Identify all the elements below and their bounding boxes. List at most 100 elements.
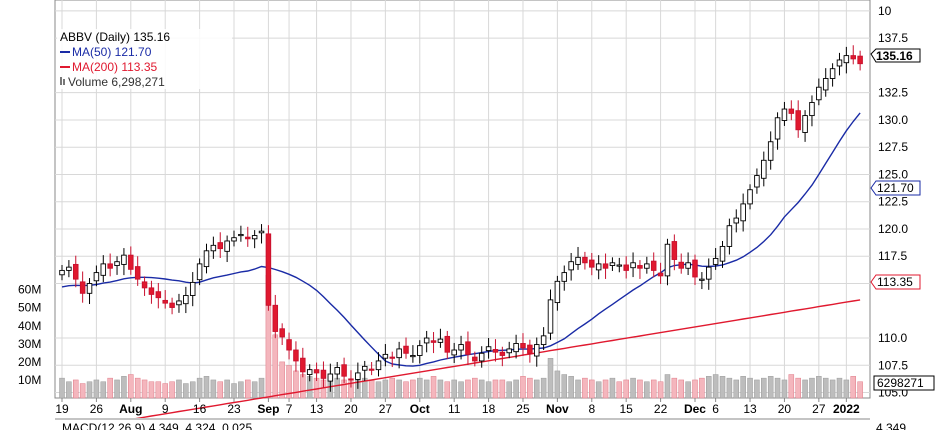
candle	[265, 225, 272, 311]
legend-price: ABBV (Daily) 135.16	[60, 30, 170, 44]
date-tick-label: 22	[654, 402, 668, 416]
volume-bar	[595, 381, 602, 399]
candle	[657, 262, 664, 284]
volume-bar	[664, 374, 671, 399]
price-tick-label: 127.5	[878, 140, 908, 154]
price-tick-label: 110.0	[878, 331, 907, 345]
date-tick-label: 8	[588, 402, 595, 416]
candle-body	[238, 233, 244, 237]
volume-bar	[533, 379, 540, 399]
volume-bar	[300, 374, 306, 399]
candle-body	[478, 352, 485, 362]
candle	[279, 323, 285, 346]
candle	[410, 345, 416, 363]
volume-bar	[836, 377, 843, 399]
volume-bar	[829, 379, 836, 399]
volume-bar	[465, 379, 471, 399]
volume-bar	[650, 379, 657, 399]
candle-body	[644, 263, 650, 269]
candle	[527, 339, 533, 363]
price-tick-label: 137.5	[878, 31, 908, 45]
candle-body	[245, 236, 251, 240]
candle	[671, 234, 678, 271]
candle-body	[520, 343, 526, 349]
candle	[396, 341, 402, 369]
price-tick-label: 120.0	[878, 222, 908, 236]
date-tick-label: Dec	[684, 402, 706, 416]
date-tick-label: 13	[310, 402, 324, 416]
candle	[650, 252, 657, 278]
volume-bar	[203, 376, 210, 399]
volume-bar	[644, 381, 650, 399]
candle-body	[589, 259, 595, 268]
volume-bar	[368, 379, 375, 399]
volume-bar	[485, 381, 492, 399]
candle-body	[582, 256, 588, 264]
date-tick-label: 20	[778, 402, 792, 416]
candle	[540, 327, 547, 351]
candle-body	[451, 349, 457, 356]
date-tick-label: 25	[516, 402, 530, 416]
volume-bar	[134, 377, 141, 399]
candle-body	[458, 344, 464, 351]
volume-bar	[589, 379, 595, 399]
volume-bar	[616, 381, 623, 399]
candle	[423, 330, 430, 353]
candle-body	[107, 263, 113, 269]
candle-body	[513, 343, 519, 353]
volume-bar	[396, 379, 402, 399]
candle	[169, 297, 175, 315]
candle	[788, 100, 795, 121]
date-tick-label: 6	[712, 402, 719, 416]
candle-body	[141, 281, 148, 289]
volume-bar	[224, 379, 230, 399]
candle-body	[437, 338, 444, 343]
candle	[644, 256, 650, 274]
candle-body	[217, 242, 223, 250]
volume-bar	[492, 379, 499, 399]
candle	[816, 78, 822, 106]
candle	[293, 341, 299, 372]
candle	[183, 286, 189, 314]
volume-bar	[86, 381, 93, 399]
candle	[437, 328, 444, 348]
volume-bar	[850, 376, 856, 399]
candle	[251, 230, 258, 249]
volume-bar	[761, 377, 767, 399]
volume-bar	[568, 376, 574, 399]
candle-body	[561, 272, 568, 282]
candle-body	[100, 263, 107, 276]
date-tick-label: Oct	[410, 402, 430, 416]
candle	[382, 344, 389, 367]
candle-body	[802, 115, 808, 133]
volume-bar	[788, 374, 795, 399]
candle	[472, 351, 478, 367]
candle-body	[79, 281, 86, 294]
candle-body	[189, 281, 196, 296]
candle-body	[251, 235, 258, 240]
legend-volume: Volume 6,298,271	[68, 75, 165, 89]
volume-bar	[520, 376, 526, 399]
candle	[189, 272, 196, 307]
volume-bar	[712, 374, 719, 399]
candle	[217, 232, 223, 258]
candle	[134, 256, 141, 286]
candle	[829, 63, 836, 87]
volume-bar	[699, 377, 705, 399]
volume-bar	[816, 376, 822, 399]
volume-bar	[657, 381, 664, 399]
candle-body	[554, 280, 561, 304]
volume-bar	[210, 379, 217, 399]
candle	[258, 224, 265, 244]
ma200-marker: 113.35	[870, 274, 921, 290]
candle	[857, 50, 863, 71]
candle	[602, 253, 609, 279]
volume-bar	[478, 379, 485, 399]
ma50-label: 121.70	[877, 181, 914, 195]
candle	[761, 151, 767, 187]
candle-body	[843, 55, 850, 64]
candle-body	[472, 356, 478, 362]
candle-body	[382, 353, 389, 359]
candle-body	[361, 365, 368, 371]
volume-bar	[403, 381, 409, 399]
